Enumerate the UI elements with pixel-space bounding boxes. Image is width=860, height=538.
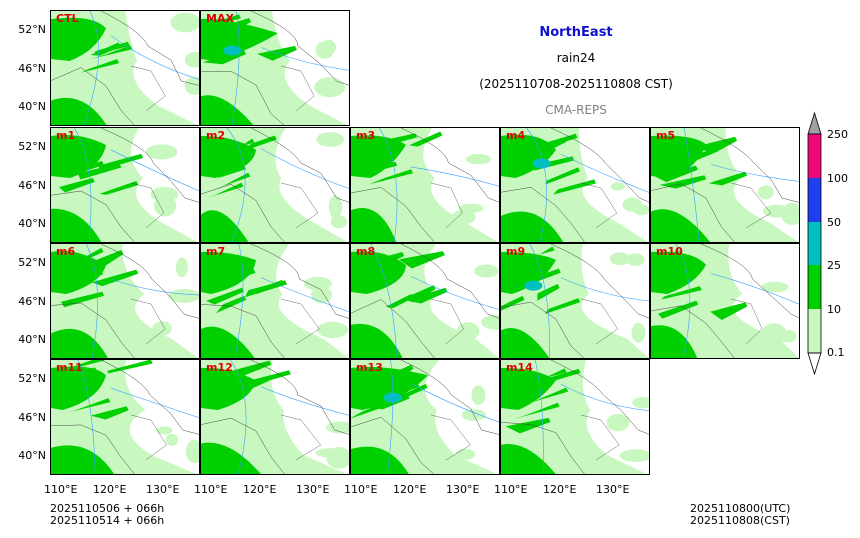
lat-label: 46°N <box>18 411 46 424</box>
colorbar-label-100: 100 <box>827 172 848 185</box>
lat-label: 52°N <box>18 372 46 385</box>
colorbar-label-0.1: 0.1 <box>827 346 845 359</box>
region-title: NorthEast <box>539 25 613 40</box>
panel-label-m4: m4 <box>506 129 526 142</box>
lat-label: 52°N <box>18 256 46 269</box>
panel-label-m12: m12 <box>206 361 233 374</box>
lon-label: 110°E <box>494 483 528 496</box>
panel-label-m14: m14 <box>506 361 533 374</box>
colorbar-segment-10 <box>808 309 821 353</box>
lon-label: 110°E <box>44 483 78 496</box>
panel-label-m3: m3 <box>356 129 376 142</box>
colorbar-segment-25 <box>808 265 821 309</box>
panel-label-m8: m8 <box>356 245 376 258</box>
map-panel-m10: m10 <box>650 243 800 359</box>
map-panel-m2: m2 <box>200 127 350 243</box>
panel-label-m9: m9 <box>506 245 526 258</box>
lon-label: 130°E <box>446 483 480 496</box>
map-panel-m14: m14 <box>500 359 650 475</box>
lon-label: 120°E <box>393 483 427 496</box>
lat-label: 52°N <box>18 23 46 36</box>
colorbar-under-arrow <box>807 352 822 376</box>
valid-time-cst: 2025110808(CST) <box>690 514 790 527</box>
colorbar-label-25: 25 <box>827 259 841 272</box>
panel-label-m6: m6 <box>56 245 76 258</box>
init-time-1: 2025110506 + 066h <box>50 502 165 515</box>
lon-label: 130°E <box>596 483 630 496</box>
period-title: (2025110708-2025110808 CST) <box>479 77 673 91</box>
lon-label: 130°E <box>146 483 180 496</box>
colorbar-label-50: 50 <box>827 216 841 229</box>
panel-label-m13: m13 <box>356 361 383 374</box>
lat-label: 40°N <box>18 100 46 113</box>
map-panel-m11: m11 <box>50 359 200 475</box>
map-panel-m6: m6 <box>50 243 200 359</box>
model-title: CMA-REPS <box>545 103 607 117</box>
panel-label-m5: m5 <box>656 129 676 142</box>
map-panel-m4: m4 <box>500 127 650 243</box>
colorbar-segment-100 <box>808 178 821 222</box>
lon-label: 120°E <box>543 483 577 496</box>
map-panel-ctl: CTL <box>50 10 200 126</box>
panel-label-m1: m1 <box>56 129 76 142</box>
map-panel-m8: m8 <box>350 243 500 359</box>
map-panel-max: MAX <box>200 10 350 126</box>
colorbar-segment-250 <box>808 134 821 178</box>
map-panel-m1: m1 <box>50 127 200 243</box>
colorbar-label-250: 250 <box>827 128 848 141</box>
lat-label: 40°N <box>18 449 46 462</box>
colorbar-over-arrow <box>807 111 822 135</box>
lon-label: 120°E <box>93 483 127 496</box>
panel-label-m10: m10 <box>656 245 683 258</box>
lat-label: 46°N <box>18 62 46 75</box>
map-panel-m13: m13 <box>350 359 500 475</box>
panel-label-max: MAX <box>206 12 234 25</box>
map-panel-m9: m9 <box>500 243 650 359</box>
colorbar-segment-50 <box>808 222 821 265</box>
map-panel-m5: m5 <box>650 127 800 243</box>
panel-label-m7: m7 <box>206 245 226 258</box>
map-panel-m12: m12 <box>200 359 350 475</box>
lat-label: 46°N <box>18 179 46 192</box>
lat-label: 52°N <box>18 140 46 153</box>
map-panel-m3: m3 <box>350 127 500 243</box>
lon-label: 110°E <box>194 483 228 496</box>
panel-label-m11: m11 <box>56 361 83 374</box>
lat-label: 40°N <box>18 333 46 346</box>
panel-label-m2: m2 <box>206 129 226 142</box>
panel-label-ctl: CTL <box>56 12 79 25</box>
variable-title: rain24 <box>556 51 596 65</box>
init-time-2: 2025110514 + 066h <box>50 514 165 527</box>
lat-label: 46°N <box>18 295 46 308</box>
lon-label: 130°E <box>296 483 330 496</box>
valid-time-utc: 2025110800(UTC) <box>690 502 791 515</box>
colorbar-label-10: 10 <box>827 303 841 316</box>
lon-label: 110°E <box>344 483 378 496</box>
lon-label: 120°E <box>243 483 277 496</box>
map-panel-m7: m7 <box>200 243 350 359</box>
lat-label: 40°N <box>18 217 46 230</box>
